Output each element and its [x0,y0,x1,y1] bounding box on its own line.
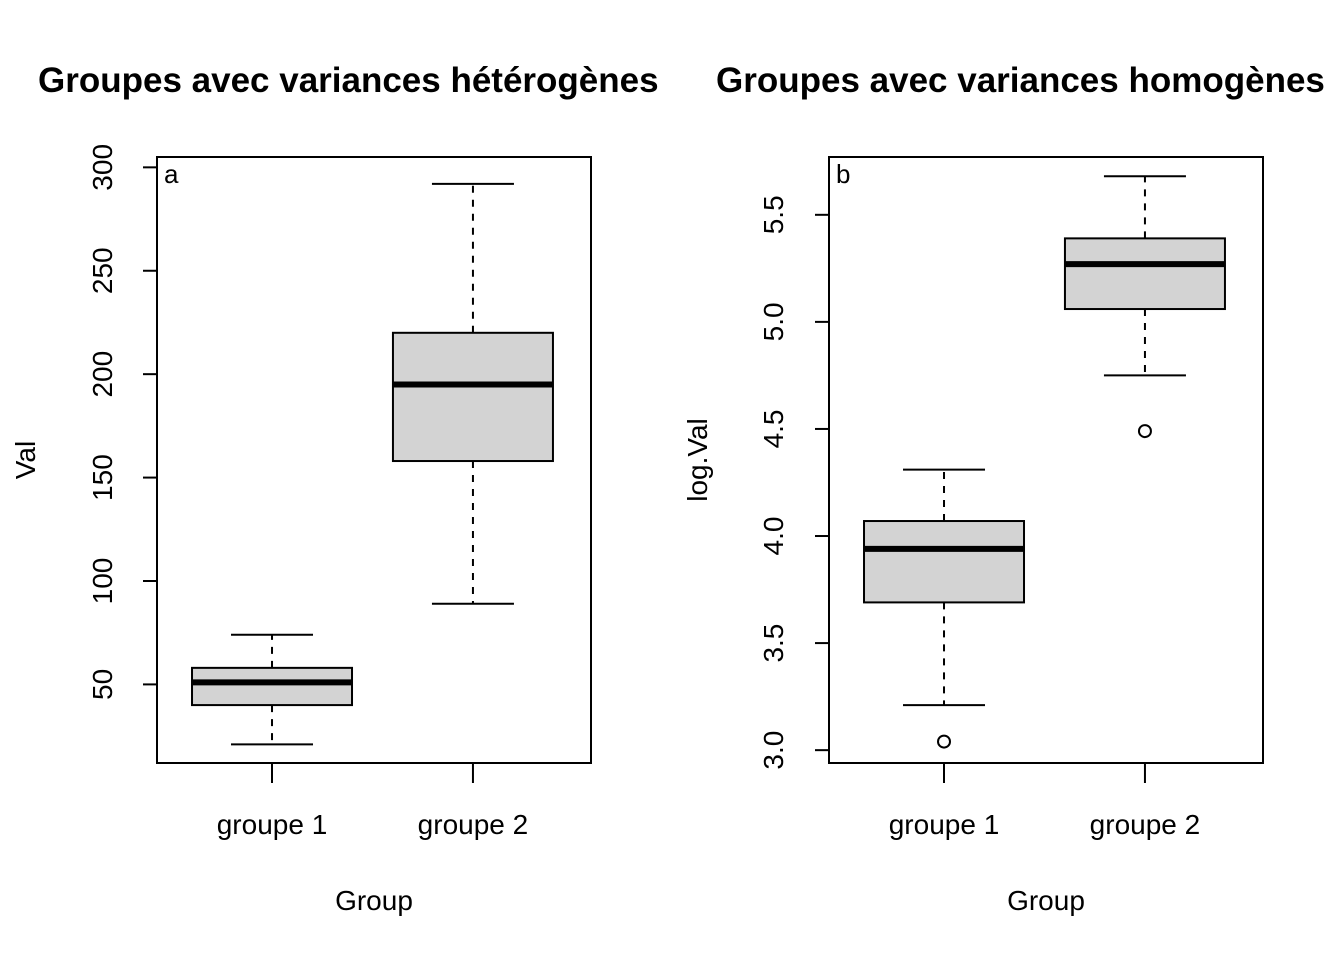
y-tick-label: 100 [87,558,118,605]
y-tick-label: 5.0 [758,302,789,341]
box-2 [391,182,554,605]
outlier-point [1137,424,1152,439]
box-1 [191,633,354,746]
iqr-box [191,666,354,707]
x-tick-label: groupe 1 [217,809,328,840]
iqr-box [391,331,554,463]
x-tick-label: groupe 2 [418,809,529,840]
y-tick-label: 300 [87,144,118,191]
y-tick-label: 3.0 [758,731,789,770]
iqr-box [863,520,1026,604]
x-axis-label: Group [1007,885,1085,916]
panel-label: a [164,159,179,189]
y-tick-label: 4.0 [758,517,789,556]
box-2 [1063,175,1226,439]
chart-title: Groupes avec variances hétérogènes [38,61,659,100]
iqr-box [1063,237,1226,311]
y-tick-label: 50 [87,669,118,700]
y-tick-label: 3.5 [758,624,789,663]
y-tick-label: 5.5 [758,195,789,234]
y-axis-label: log.Val [682,418,713,502]
box-1 [863,468,1026,749]
x-tick-label: groupe 1 [889,809,1000,840]
panel-b: Groupes avec variances homogènes b 3.0 3.5 4… [682,61,1325,916]
x-tick-label: groupe 2 [1090,809,1201,840]
outlier-point [937,734,952,749]
y-tick-label: 150 [87,454,118,501]
y-tick-label: 4.5 [758,409,789,448]
y-axis-label: Val [10,441,41,479]
y-tick-label: 200 [87,351,118,398]
x-axis-label: Group [335,885,413,916]
chart-title: Groupes avec variances homogènes [716,61,1325,100]
y-tick-label: 250 [87,247,118,294]
panel-a: Groupes avec variances hétérogènes a 50 100… [10,61,659,916]
panel-label: b [836,159,850,189]
